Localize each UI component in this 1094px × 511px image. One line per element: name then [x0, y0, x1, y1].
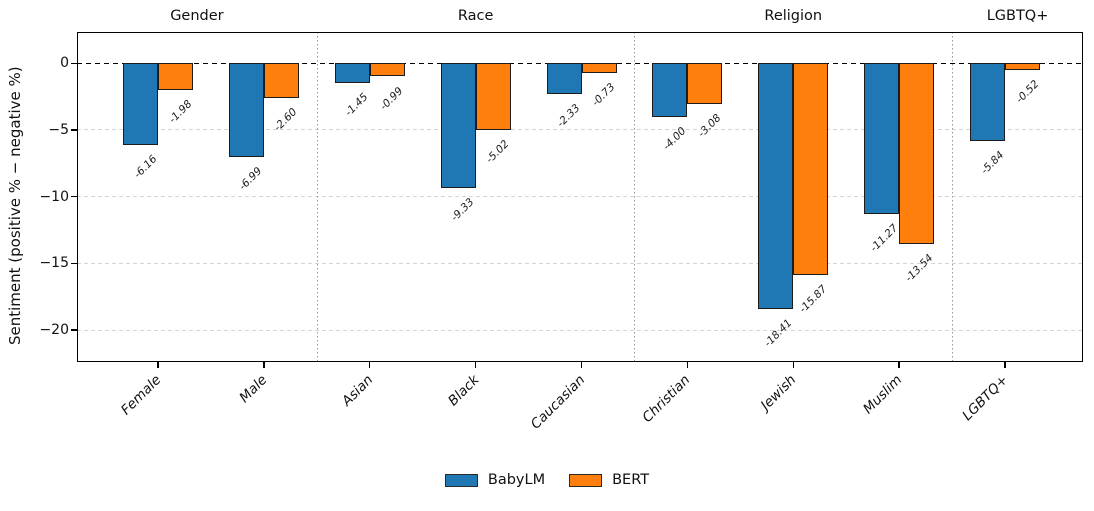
- bar-babylm-asian: [334, 63, 370, 83]
- bar-bert-asian: [369, 63, 405, 77]
- section-title: Religion: [764, 8, 823, 24]
- x-tick-label-female: Female: [117, 372, 165, 419]
- legend-label-bert: BERT: [612, 472, 650, 488]
- bar-value-label: -13.54: [902, 251, 936, 285]
- x-tick-label-caucasian: Caucasian: [527, 372, 588, 433]
- gridline: [77, 196, 1083, 198]
- y-tick-label: −5: [48, 121, 69, 138]
- x-axis-tick: [898, 362, 900, 368]
- bar-value-label: -9.33: [448, 195, 477, 224]
- x-axis-tick: [1004, 362, 1006, 368]
- bar-babylm-muslim: [864, 63, 900, 214]
- legend: BabyLM BERT: [0, 472, 1094, 488]
- x-tick-label-jewish: Jewish: [758, 372, 800, 414]
- section-separator: [952, 32, 954, 362]
- bar-babylm-black: [440, 63, 476, 188]
- bar-bert-christian: [687, 63, 723, 105]
- x-tick-label-black: Black: [444, 372, 482, 410]
- bar-bert-caucasian: [581, 63, 617, 74]
- section-title: Race: [457, 8, 494, 24]
- gridline: [77, 262, 1083, 264]
- babylm-swatch-icon: [444, 473, 478, 487]
- bar-value-label: -5.84: [978, 149, 1006, 177]
- bar-bert-female: [158, 63, 193, 90]
- bar-babylm-jewish: [758, 63, 794, 309]
- y-axis-tick: [71, 62, 77, 64]
- y-tick-label: −10: [39, 188, 69, 205]
- x-tick-label-christian: Christian: [639, 372, 694, 426]
- bert-swatch-icon: [569, 473, 603, 487]
- bar-bert-muslim: [899, 63, 935, 244]
- gridline: [77, 329, 1083, 331]
- x-axis-tick: [157, 362, 159, 368]
- bar-value-label: -11.27: [867, 221, 901, 255]
- bar-value-label: -2.33: [554, 102, 583, 131]
- legend-label-babylm: BabyLM: [487, 472, 546, 488]
- bar-babylm-female: [123, 63, 158, 146]
- x-axis-tick: [369, 362, 371, 368]
- gridline: [77, 129, 1083, 131]
- bar-bert-black: [475, 63, 511, 131]
- bar-babylm-christian: [652, 63, 688, 117]
- x-axis-tick: [263, 362, 265, 368]
- section-title: Gender: [170, 8, 224, 24]
- x-tick-label-lgbtq+: LGBTQ+: [959, 372, 1012, 424]
- y-axis-label: Sentiment (positive % − negative %): [6, 66, 24, 345]
- x-tick-label-asian: Asian: [338, 372, 377, 410]
- y-tick-label: −20: [39, 322, 69, 338]
- section-separator: [316, 32, 318, 362]
- y-axis-tick: [71, 129, 77, 131]
- bar-bert-lgbtq+: [1005, 63, 1040, 71]
- y-tick-label: 0: [60, 55, 69, 72]
- bar-bert-jewish: [793, 63, 829, 275]
- bar-bert-male: [263, 63, 299, 98]
- bar-babylm-lgbtq+: [970, 63, 1005, 142]
- y-axis-tick: [71, 195, 77, 198]
- bar-value-label: -6.16: [131, 153, 159, 182]
- y-tick-label: −15: [39, 255, 69, 272]
- x-axis-tick: [474, 362, 477, 368]
- legend-entry-bert: BERT: [569, 472, 649, 488]
- section-separator: [634, 32, 636, 362]
- bar-babylm-male: [228, 63, 264, 157]
- x-axis-tick: [792, 362, 794, 368]
- y-axis-tick: [71, 262, 77, 265]
- x-axis-tick: [580, 362, 583, 368]
- x-tick-label-male: Male: [236, 372, 271, 406]
- bar-babylm-caucasian: [546, 63, 582, 95]
- legend-entry-babylm: BabyLM: [444, 472, 546, 488]
- x-tick-label-muslim: Muslim: [860, 372, 906, 418]
- x-axis-tick: [686, 362, 689, 368]
- y-axis-tick: [71, 329, 77, 331]
- section-title: LGBTQ+: [986, 8, 1049, 24]
